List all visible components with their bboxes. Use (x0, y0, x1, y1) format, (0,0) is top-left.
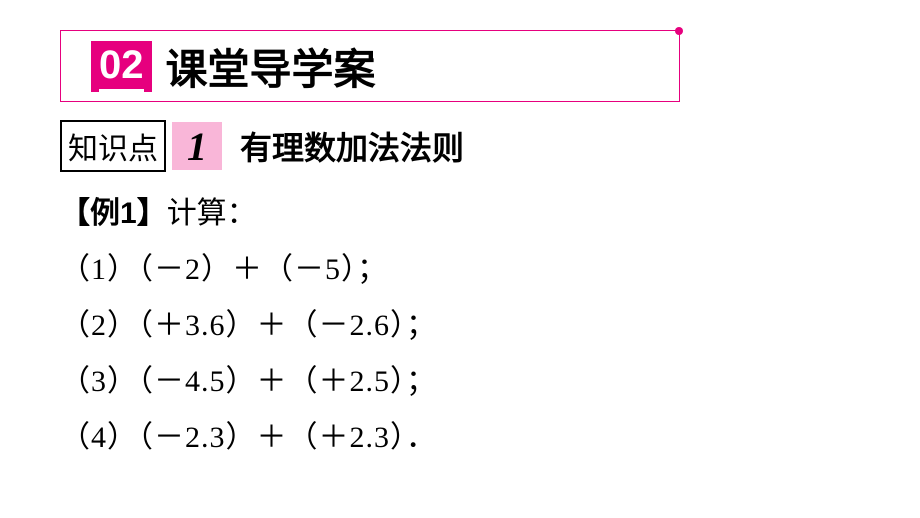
example-bracket-open: 【例 (60, 197, 120, 230)
section-number-badge: 02 (91, 41, 152, 92)
knowledge-point-label: 知识点 (60, 120, 166, 172)
expression-2: （2）（＋3.6）＋（－2.6）； (60, 300, 860, 344)
knowledge-point-number: 1 (187, 123, 207, 170)
example-label: 【例1】计算： (60, 188, 860, 232)
expression-1: （1）（－2）＋（－5）； (60, 244, 860, 288)
knowledge-point-number-box: 1 (172, 122, 222, 170)
expression-3: （3）（－4.5）＋（＋2.5）； (60, 356, 860, 400)
section-number: 02 (99, 43, 144, 92)
knowledge-point-row: 知识点 1 有理数加法法则 (60, 120, 860, 172)
section-header: 02 课堂导学案 (60, 30, 680, 102)
section-title: 课堂导学案 (166, 36, 376, 97)
knowledge-point-title: 有理数加法法则 (240, 123, 464, 169)
example-number: 1 (120, 197, 137, 230)
example-bracket-close: 】 (137, 197, 167, 230)
example-instruction: 计算： (167, 197, 257, 230)
expression-4: （4）（－2.3）＋（＋2.3）． (60, 412, 860, 456)
